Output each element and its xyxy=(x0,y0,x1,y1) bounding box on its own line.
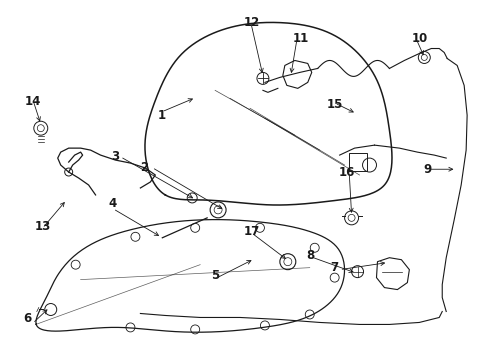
Text: 16: 16 xyxy=(338,166,354,179)
Text: 14: 14 xyxy=(24,95,41,108)
Text: 6: 6 xyxy=(23,311,32,325)
Text: 17: 17 xyxy=(243,225,260,238)
Text: 2: 2 xyxy=(140,161,148,174)
Text: 5: 5 xyxy=(211,269,219,282)
Text: 4: 4 xyxy=(109,197,117,210)
Text: 9: 9 xyxy=(422,163,430,176)
Text: 7: 7 xyxy=(330,261,338,274)
Text: 13: 13 xyxy=(34,220,50,233)
Text: 15: 15 xyxy=(326,98,342,111)
Text: 3: 3 xyxy=(111,150,119,163)
Text: 10: 10 xyxy=(411,32,427,45)
Text: 11: 11 xyxy=(292,32,308,45)
Text: 12: 12 xyxy=(243,16,260,29)
Text: 8: 8 xyxy=(305,249,314,262)
Text: 1: 1 xyxy=(157,109,165,122)
